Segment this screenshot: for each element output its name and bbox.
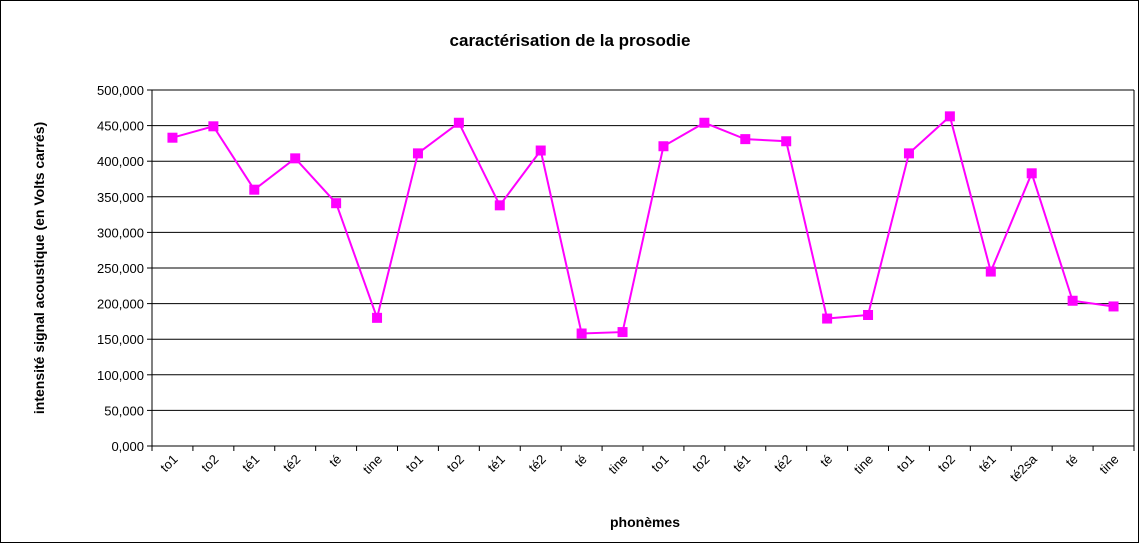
y-tick-label: 500,000: [97, 83, 144, 98]
data-point: [617, 327, 628, 338]
data-point: [699, 117, 710, 128]
data-point: [412, 148, 423, 159]
x-axis-label: phonèmes: [610, 514, 680, 530]
y-tick-label: 350,000: [97, 190, 144, 205]
y-tick-label: 300,000: [97, 225, 144, 240]
data-point: [740, 134, 751, 145]
y-tick-label: 0,000: [111, 439, 144, 454]
data-point: [1067, 295, 1078, 306]
data-point: [331, 198, 342, 209]
data-point: [822, 313, 833, 324]
data-point: [208, 121, 219, 132]
y-tick-label: 50,000: [104, 403, 144, 418]
data-point: [494, 200, 505, 211]
data-point: [863, 309, 874, 320]
data-point: [781, 136, 792, 147]
data-point: [372, 312, 383, 323]
data-point: [903, 148, 914, 159]
y-tick-label: 400,000: [97, 154, 144, 169]
y-tick-label: 450,000: [97, 119, 144, 134]
series-line: [172, 114, 1114, 335]
y-tick-label: 150,000: [97, 332, 144, 347]
data-point: [1108, 301, 1119, 312]
data-point: [249, 184, 260, 195]
data-point: [535, 145, 546, 156]
y-tick-label: 200,000: [97, 297, 144, 312]
data-point: [290, 153, 301, 164]
data-point: [453, 117, 464, 128]
y-axis-label: intensité signal acoustique (en Volts ca…: [31, 122, 47, 414]
chart-title: caractérisation de la prosodie: [450, 31, 691, 50]
y-tick-label: 100,000: [97, 368, 144, 383]
data-point: [985, 266, 996, 277]
data-point: [1026, 168, 1037, 179]
data-point: [576, 328, 587, 339]
y-tick-label: 250,000: [97, 261, 144, 276]
data-point: [944, 111, 955, 122]
data-point: [658, 141, 669, 152]
data-point: [167, 132, 178, 143]
